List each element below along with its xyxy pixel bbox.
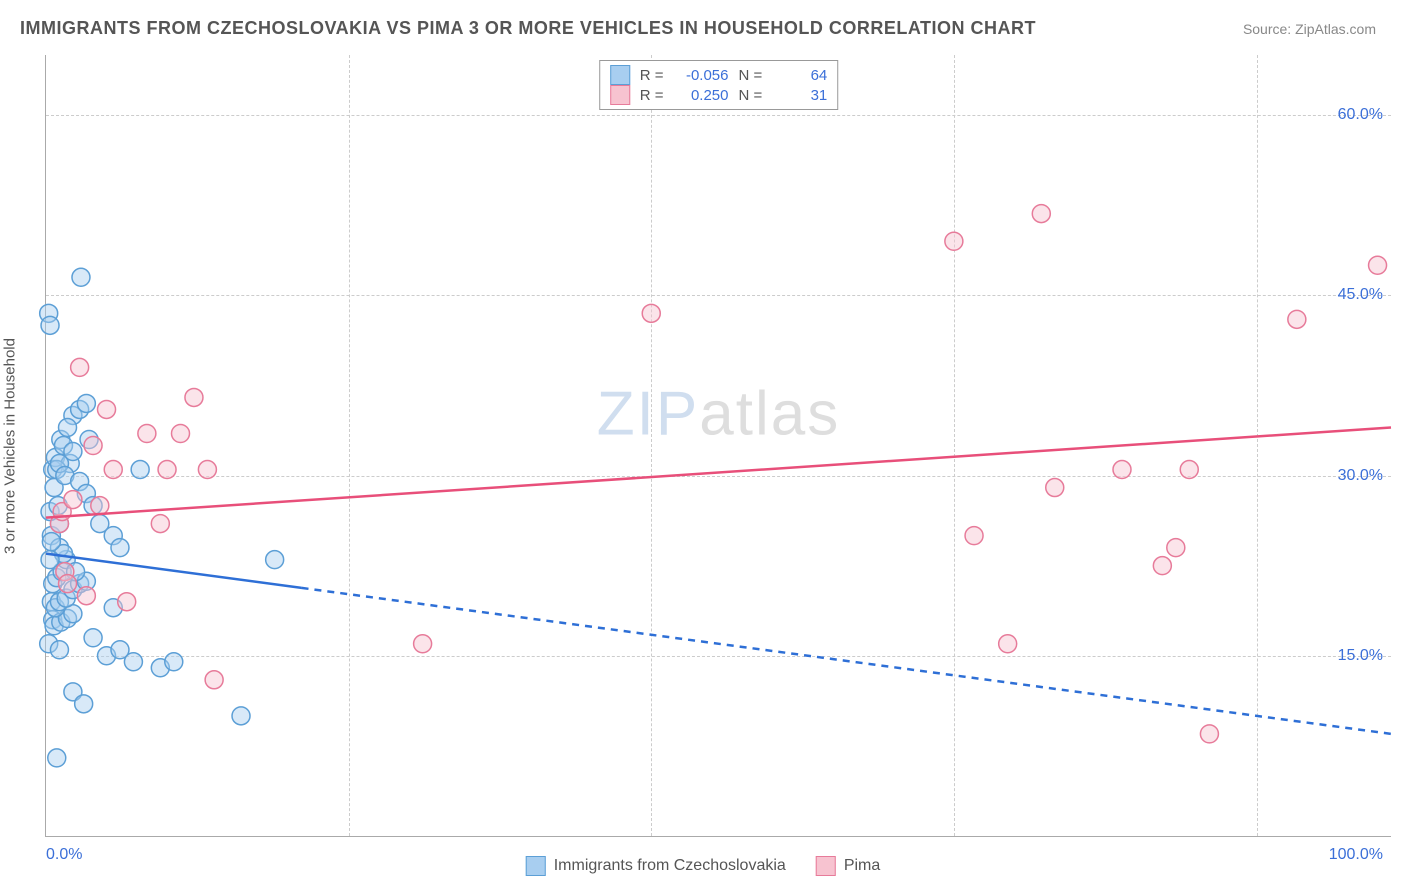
chart-area: ZIPatlas R = -0.056 N = 64 R = 0.250 N =… bbox=[45, 55, 1391, 837]
data-point bbox=[64, 491, 82, 509]
data-point bbox=[1046, 479, 1064, 497]
trend-line-dashed bbox=[302, 588, 1391, 734]
data-point bbox=[266, 551, 284, 569]
data-point bbox=[71, 358, 89, 376]
data-point bbox=[999, 635, 1017, 653]
data-point bbox=[77, 394, 95, 412]
xtick-label: 100.0% bbox=[1329, 846, 1383, 864]
legend-swatch bbox=[610, 85, 630, 105]
data-point bbox=[77, 587, 95, 605]
legend-row: R = 0.250 N = 31 bbox=[610, 85, 828, 105]
data-point bbox=[118, 593, 136, 611]
data-point bbox=[198, 461, 216, 479]
data-point bbox=[1180, 461, 1198, 479]
data-point bbox=[59, 575, 77, 593]
xtick-label: 0.0% bbox=[46, 846, 82, 864]
data-point bbox=[111, 539, 129, 557]
r-label: R = bbox=[640, 87, 664, 104]
data-point bbox=[1288, 310, 1306, 328]
legend-label: Pima bbox=[844, 857, 880, 875]
data-point bbox=[104, 461, 122, 479]
series-legend: Immigrants from Czechoslovakia Pima bbox=[526, 856, 881, 876]
legend-swatch bbox=[526, 856, 546, 876]
data-point bbox=[75, 695, 93, 713]
data-point bbox=[1113, 461, 1131, 479]
chart-title: IMMIGRANTS FROM CZECHOSLOVAKIA VS PIMA 3… bbox=[20, 18, 1036, 39]
data-point bbox=[138, 424, 156, 442]
data-point bbox=[158, 461, 176, 479]
data-point bbox=[84, 437, 102, 455]
data-point bbox=[91, 497, 109, 515]
n-value: 31 bbox=[772, 87, 827, 104]
y-axis-label: 3 or more Vehicles in Household bbox=[2, 338, 19, 554]
data-point bbox=[172, 424, 190, 442]
n-label: N = bbox=[739, 67, 763, 84]
plot-svg bbox=[46, 55, 1391, 836]
n-label: N = bbox=[739, 87, 763, 104]
data-point bbox=[185, 388, 203, 406]
n-value: 64 bbox=[772, 67, 827, 84]
data-point bbox=[1032, 205, 1050, 223]
legend-label: Immigrants from Czechoslovakia bbox=[554, 857, 786, 875]
data-point bbox=[205, 671, 223, 689]
data-point bbox=[48, 749, 66, 767]
data-point bbox=[59, 418, 77, 436]
data-point bbox=[42, 533, 60, 551]
data-point bbox=[232, 707, 250, 725]
data-point bbox=[1153, 557, 1171, 575]
data-point bbox=[414, 635, 432, 653]
data-point bbox=[1369, 256, 1387, 274]
legend-swatch bbox=[610, 65, 630, 85]
data-point bbox=[64, 443, 82, 461]
data-point bbox=[124, 653, 142, 671]
source-label: Source: ZipAtlas.com bbox=[1243, 21, 1376, 37]
legend-item: Pima bbox=[816, 856, 880, 876]
data-point bbox=[1167, 539, 1185, 557]
r-label: R = bbox=[640, 67, 664, 84]
data-point bbox=[50, 641, 68, 659]
correlation-legend: R = -0.056 N = 64 R = 0.250 N = 31 bbox=[599, 60, 839, 110]
data-point bbox=[84, 629, 102, 647]
data-point bbox=[41, 316, 59, 334]
data-point bbox=[72, 268, 90, 286]
legend-row: R = -0.056 N = 64 bbox=[610, 65, 828, 85]
data-point bbox=[165, 653, 183, 671]
data-point bbox=[1200, 725, 1218, 743]
data-point bbox=[945, 232, 963, 250]
legend-swatch bbox=[816, 856, 836, 876]
data-point bbox=[98, 400, 116, 418]
r-value: -0.056 bbox=[674, 67, 729, 84]
data-point bbox=[131, 461, 149, 479]
legend-item: Immigrants from Czechoslovakia bbox=[526, 856, 786, 876]
r-value: 0.250 bbox=[674, 87, 729, 104]
data-point bbox=[965, 527, 983, 545]
data-point bbox=[151, 515, 169, 533]
data-point bbox=[642, 304, 660, 322]
